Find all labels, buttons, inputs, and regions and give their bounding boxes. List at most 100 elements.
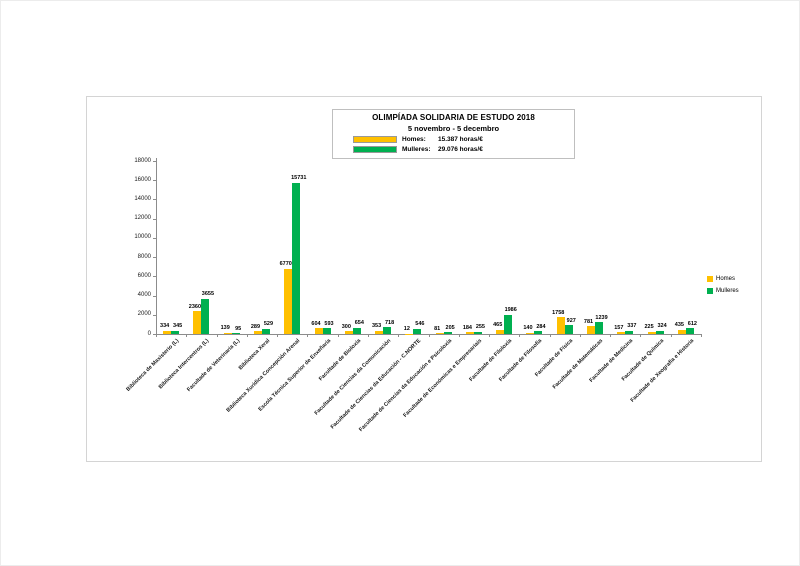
bar-mulleres: [261, 328, 270, 334]
bar-homes: [496, 329, 505, 334]
value-label-homes: 334: [160, 323, 170, 330]
x-tick: [246, 334, 248, 337]
x-tick: [579, 334, 581, 337]
bar-mulleres: [352, 327, 361, 334]
bar-mulleres: [625, 330, 634, 334]
value-label-mulleres: 95: [235, 325, 242, 332]
value-label-homes: 139: [220, 325, 230, 332]
y-tick-label: 12000: [134, 215, 151, 222]
y-tick: [153, 314, 156, 316]
homes-legend-name: Homes:: [402, 135, 426, 143]
value-label-homes: 781: [583, 318, 594, 325]
bar-mulleres: [413, 328, 422, 334]
y-tick: [153, 180, 156, 182]
value-label-mulleres: 337: [627, 323, 637, 330]
y-tick: [153, 295, 156, 297]
x-tick: [337, 334, 339, 337]
value-label-homes: 435: [674, 322, 684, 329]
value-label-mulleres: 612: [687, 320, 697, 327]
x-tick: [610, 334, 612, 337]
value-label-mulleres: 345: [173, 323, 183, 330]
mulleres-legend-swatch: [707, 288, 713, 294]
bar-mulleres: [685, 328, 694, 334]
value-label-homes: 81: [434, 325, 441, 332]
value-label-homes: 12: [403, 326, 410, 333]
value-label-mulleres: 205: [445, 324, 455, 331]
header-legend-homes: Homes: 15.387 horas/€: [353, 135, 574, 143]
y-tick-label: 16000: [134, 176, 151, 183]
bar-mulleres: [564, 325, 573, 334]
y-tick: [153, 161, 156, 162]
x-tick: [519, 334, 521, 337]
x-tick: [458, 334, 460, 337]
x-tick: [216, 334, 218, 337]
value-label-mulleres: 1239: [595, 314, 608, 321]
bar-homes: [587, 326, 596, 334]
homes-legend-value: 15.387 horas/€: [438, 135, 483, 143]
value-label-homes: 225: [644, 324, 654, 331]
chart-subtitle: 5 novembro - 5 decembro: [407, 124, 500, 133]
x-tick: [277, 334, 279, 337]
value-label-mulleres: 593: [324, 320, 334, 327]
bar-mulleres: [443, 332, 452, 334]
bar-mulleres: [383, 327, 392, 334]
bar-homes: [465, 332, 474, 334]
bar-homes: [163, 330, 172, 334]
bar-homes: [253, 331, 262, 334]
x-tick: [367, 334, 369, 337]
mulleres-legend-value: 29.076 horas/€: [438, 145, 483, 153]
y-tick: [153, 237, 156, 239]
value-label-mulleres: 927: [566, 317, 576, 324]
value-label-mulleres: 255: [475, 324, 485, 331]
bar-homes: [435, 333, 444, 334]
y-tick: [153, 257, 156, 259]
bar-homes: [284, 268, 293, 334]
y-tick-label: 10000: [134, 234, 151, 241]
value-label-homes: 184: [462, 324, 472, 331]
bar-mulleres: [201, 298, 210, 334]
x-tick: [640, 334, 642, 337]
bar-homes: [375, 330, 384, 334]
bar-mulleres: [473, 331, 482, 334]
bar-homes: [647, 331, 656, 334]
y-tick-label: 4000: [137, 292, 151, 299]
x-tick: [701, 334, 702, 337]
bar-mulleres: [595, 322, 604, 334]
bar-mulleres: [504, 314, 513, 334]
value-label-mulleres: 324: [657, 323, 667, 330]
bar-homes: [344, 331, 353, 334]
legend-item-mulleres: Mulleres: [707, 288, 739, 294]
y-tick-label: 18000: [134, 157, 151, 164]
value-label-mulleres: 718: [384, 319, 395, 326]
x-tick: [428, 334, 430, 337]
legend-label-mulleres: Mulleres: [716, 288, 739, 294]
value-label-mulleres: 1986: [504, 307, 517, 314]
mulleres-legend-name: Mulleres:: [402, 145, 431, 153]
x-tick: [186, 334, 188, 337]
bar-homes: [223, 332, 232, 334]
value-label-homes: 353: [371, 323, 382, 330]
homes-legend-swatch: [707, 276, 713, 282]
value-label-homes: 1758: [552, 309, 565, 316]
header-legend-mulleres: Mulleres: 29.076 horas/€: [353, 145, 574, 153]
value-label-mulleres: 529: [263, 321, 274, 328]
x-tick: [398, 334, 400, 337]
bar-mulleres: [534, 331, 543, 334]
y-tick-label: 0: [147, 330, 151, 337]
y-tick: [153, 199, 156, 201]
value-label-homes: 2360: [188, 303, 202, 310]
x-tick: [489, 334, 491, 337]
legend: Homes Mulleres: [707, 276, 739, 300]
value-label-homes: 465: [493, 322, 503, 329]
value-label-homes: 140: [523, 325, 533, 332]
bar-mulleres: [292, 182, 301, 334]
bar-homes: [617, 332, 626, 334]
x-tick: [156, 334, 157, 337]
value-label-mulleres: 654: [354, 320, 364, 327]
value-label-homes: 604: [311, 320, 321, 327]
y-tick-label: 2000: [137, 311, 151, 318]
x-tick: [549, 334, 551, 337]
bar-homes: [556, 317, 565, 334]
value-label-homes: 157: [614, 324, 624, 331]
legend-item-homes: Homes: [707, 276, 739, 282]
